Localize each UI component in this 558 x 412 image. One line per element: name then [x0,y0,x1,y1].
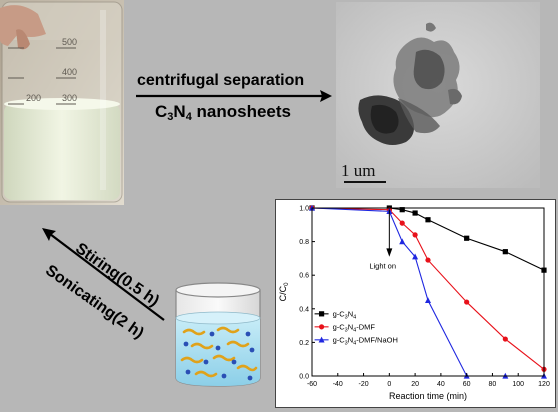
series-line-2 [311,207,544,377]
dispersion-beaker [175,282,261,387]
x-tick-label: -20 [358,381,368,388]
legend-marker-1 [318,324,325,330]
x-tick-label: -60 [307,381,317,388]
beaker-mark-500: 500 [62,37,77,47]
beaker-mark-300: 300 [62,93,77,103]
y-axis-label: C/C0 [278,282,290,302]
data-point-2 [425,297,431,303]
x-tick-label: -40 [333,381,343,388]
y-tick-label: 1.0 [299,206,309,213]
legend-label-1: g-C3N4-DMF [333,322,376,333]
x-axis-label: Reaction time (min) [389,391,467,401]
data-point-0 [502,249,508,255]
x-tick-label: 20 [411,381,419,388]
right-arrow [136,90,332,102]
y-tick-label: 0.4 [299,306,309,313]
data-point-0 [399,207,405,213]
data-point-0 [412,210,418,216]
scale-bar-label: 1 um [341,161,376,180]
separation-label: centrifugal separation [137,72,305,89]
legend-marker-2 [318,336,325,343]
data-point-1 [502,336,508,342]
chart-panel: -60 -40 -20 0 20 40 60 80 100 120 0.0 0.2 0.4 0.6 0.8 1… [275,199,556,408]
data-point-1 [464,299,470,305]
x-tick-label: 120 [538,381,550,388]
legend-marker-0 [318,311,325,317]
data-point-0 [464,235,470,241]
beaker-photo: 500 400 300 200 [0,0,124,205]
diagonal-arrow [42,228,165,321]
data-point-1 [412,232,418,238]
product-label: C3N4 nanosheets [155,102,292,123]
beaker-mark-200: 200 [26,93,41,103]
x-tick-label: 100 [512,381,524,388]
light-on-label: Light on [369,261,396,270]
data-point-2 [412,253,419,260]
series-line-1 [311,207,545,370]
y-tick-label: 0.2 [299,340,309,347]
beaker-mark-400: 400 [62,67,77,77]
legend-label-0: g-C3N4 [333,309,357,320]
plot-frame [311,207,545,377]
data-point-0 [425,217,431,223]
y-axis-label-main: C/C [278,285,288,301]
x-tick-label: 40 [437,381,445,388]
data-point-1 [425,257,431,263]
data-point-1 [399,220,405,226]
x-tick-label: 0 [387,381,391,388]
x-tick-label: 80 [489,381,497,388]
y-tick-label: 0.8 [299,239,309,246]
y-axis-label-sub: 0 [284,282,290,286]
y-tick-label: 0.6 [299,273,309,280]
tem-image [336,2,540,188]
y-tick-label: 0.0 [299,374,309,381]
degradation-chart: -60 -40 -20 0 20 40 60 80 100 120 0.0 0.2 0.4 0.6 0.8 1… [278,204,550,401]
data-point-2 [399,238,406,245]
x-tick-label: 60 [463,381,471,388]
legend-label-2: g-C3N4-DMF/NaOH [333,335,398,346]
scale-bar [344,181,386,183]
light-on-arrowhead [386,248,393,257]
